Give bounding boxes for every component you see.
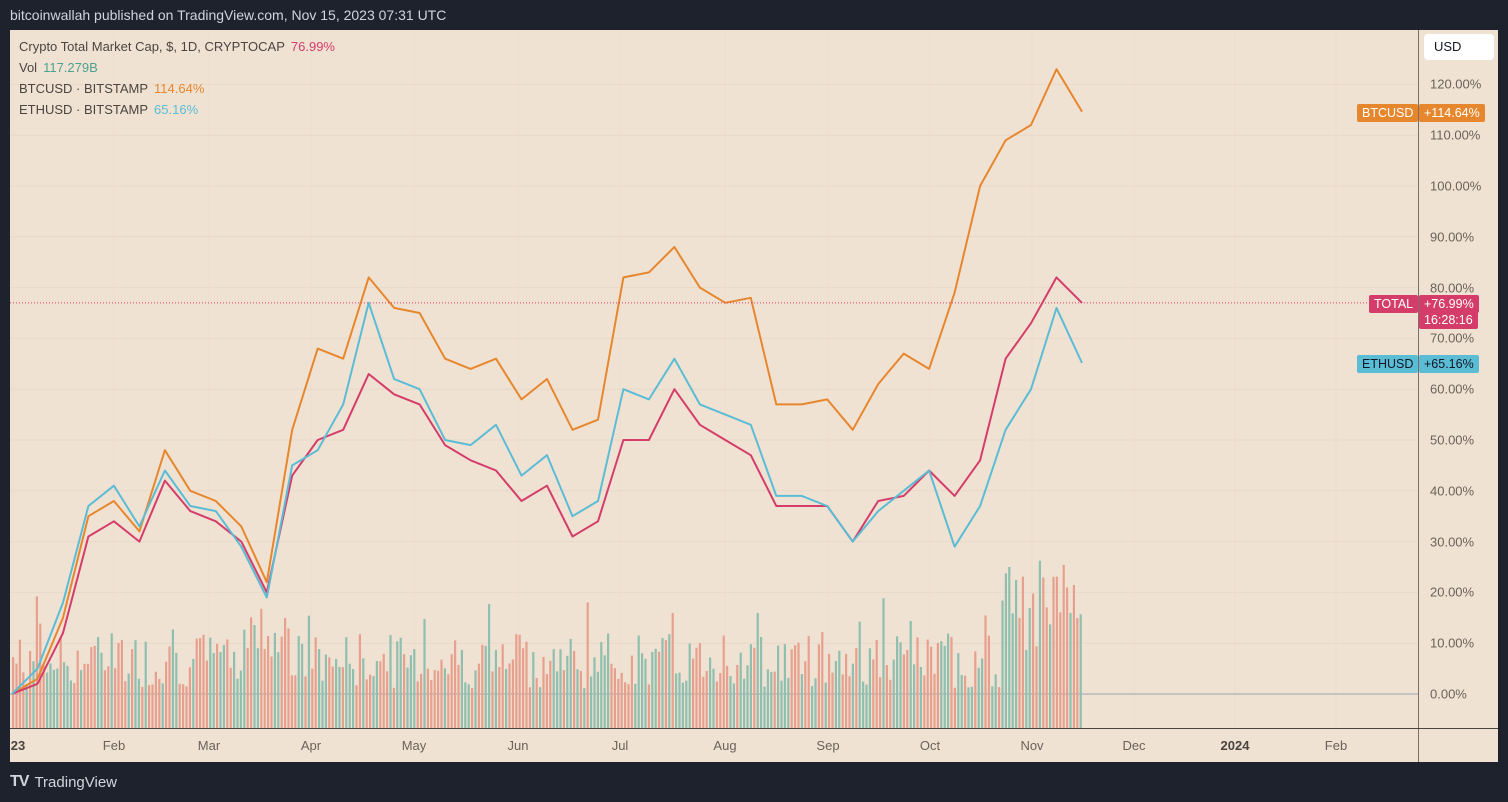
btc-price-tag: +114.64%	[1419, 104, 1485, 122]
eth-price-tag: +65.16%	[1419, 355, 1479, 373]
y-tick-label: 40.00%	[1430, 483, 1475, 499]
chart-canvas[interactable]	[10, 30, 1418, 728]
y-tick-label: 110.00%	[1430, 127, 1481, 143]
bar-countdown: 16:28:16	[1419, 311, 1478, 329]
legend-btc-value: 114.64%	[154, 81, 205, 96]
y-tick-label: 70.00%	[1430, 330, 1475, 346]
x-tick-label: Dec	[1122, 738, 1146, 753]
legend-eth[interactable]: ETHUSD · BITSTAMP 65.16%	[19, 102, 199, 117]
price-axis-divider	[1418, 30, 1419, 762]
total-series-tag: TOTAL	[1369, 295, 1419, 313]
chart-plot-area[interactable]	[10, 30, 1418, 728]
legend-vol[interactable]: Vol 117.279B	[19, 60, 98, 75]
x-tick-label: Feb	[102, 738, 126, 753]
legend-btc[interactable]: BTCUSD · BITSTAMP 114.64%	[19, 81, 205, 96]
legend-total-value: 76.99%	[290, 39, 335, 54]
tradingview-brand[interactable]: TradingView	[34, 773, 117, 791]
y-tick-label: 100.00%	[1430, 178, 1482, 194]
chart-legend: Crypto Total Market Cap, $, 1D, CRYPTOCA…	[19, 36, 335, 120]
chart-frame: Crypto Total Market Cap, $, 1D, CRYPTOCA…	[10, 30, 1498, 762]
x-tick-label: Oct	[919, 738, 941, 753]
y-tick-label: 90.00%	[1430, 229, 1475, 245]
y-tick-label: 30.00%	[1430, 534, 1475, 550]
y-tick-label: 20.00%	[1430, 584, 1475, 600]
legend-eth-value: 65.16%	[154, 102, 199, 117]
time-axis-divider	[10, 728, 1498, 729]
x-tick-label: Sep	[816, 738, 840, 753]
x-tick-label: 23	[10, 738, 26, 753]
x-tick-label: Jun	[507, 738, 529, 753]
footer: TV TradingView	[10, 772, 117, 792]
legend-total[interactable]: Crypto Total Market Cap, $, 1D, CRYPTOCA…	[19, 39, 335, 54]
y-tick-label: 60.00%	[1430, 381, 1475, 397]
tradingview-logo-icon: TV	[10, 773, 29, 790]
legend-vol-value: 117.279B	[43, 60, 98, 75]
x-tick-label: Feb	[1324, 738, 1348, 753]
x-tick-label: 2024	[1220, 738, 1250, 753]
x-tick-label: Apr	[300, 738, 322, 753]
y-tick-label: 0.00%	[1430, 686, 1467, 702]
x-tick-label: May	[401, 738, 427, 753]
y-tick-label: 50.00%	[1430, 432, 1475, 448]
published-header: bitcoinwallah published on TradingView.c…	[10, 7, 447, 23]
y-tick-label: 120.00%	[1430, 76, 1482, 92]
total-price-tag: +76.99%	[1419, 295, 1479, 313]
btc-series-tag: BTCUSD	[1357, 104, 1419, 122]
eth-series-tag: ETHUSD	[1357, 355, 1419, 373]
x-tick-label: Jul	[611, 738, 629, 753]
x-tick-label: Mar	[197, 738, 221, 753]
currency-button[interactable]: USD	[1424, 34, 1494, 60]
x-tick-label: Nov	[1020, 738, 1044, 753]
y-tick-label: 80.00%	[1430, 280, 1475, 296]
y-tick-label: 10.00%	[1430, 635, 1475, 651]
x-tick-label: Aug	[713, 738, 737, 753]
